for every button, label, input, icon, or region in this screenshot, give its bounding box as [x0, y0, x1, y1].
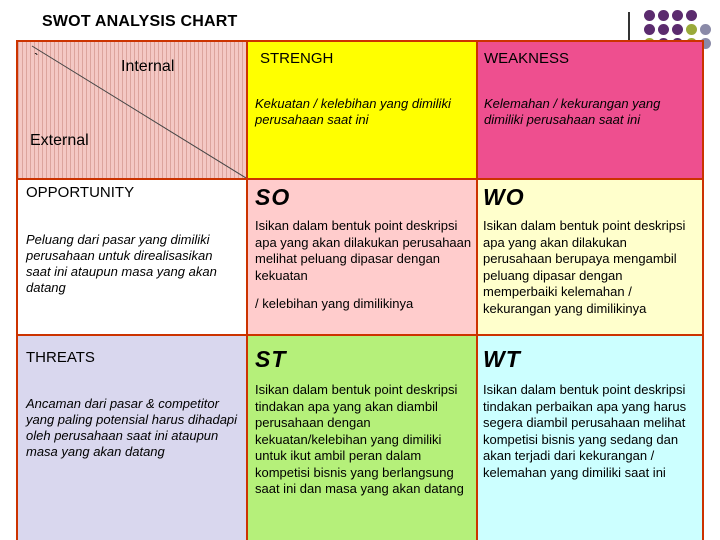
dot	[672, 10, 683, 21]
dot	[700, 24, 711, 35]
title-divider	[628, 12, 630, 42]
so-text-continued: / kelebihan yang dimilikinya	[255, 296, 414, 311]
opportunity-cell: OPPORTUNITY Peluang dari pasar yang dimi…	[18, 180, 246, 334]
dot	[686, 10, 697, 21]
st-label: ST	[255, 346, 287, 372]
weakness-header: WEAKNESS	[484, 50, 570, 67]
opportunity-description: Peluang dari pasar yang dimiliki perusah…	[26, 232, 217, 295]
dot	[700, 38, 711, 49]
threats-description: Ancaman dari pasar & competitor yang pal…	[26, 396, 238, 459]
opportunity-header: OPPORTUNITY	[26, 184, 135, 201]
wt-cell: WT Isikan dalam bentuk point deskripsi t…	[478, 336, 702, 540]
wt-text: Isikan dalam bentuk point deskripsi tind…	[483, 382, 687, 480]
wo-cell: WO Isikan dalam bentuk point deskripsi a…	[478, 180, 702, 334]
corner-tick: `	[34, 50, 39, 66]
so-text: Isikan dalam bentuk point deskripsi apa …	[255, 218, 472, 283]
threats-cell: THREATS Ancaman dari pasar & competitor …	[18, 336, 246, 540]
st-text: Isikan dalam bentuk point deskripsi tind…	[255, 382, 464, 496]
swot-grid: ` Internal External STRENGH Kekuatan / k…	[16, 40, 704, 540]
dot	[644, 24, 655, 35]
internal-label: Internal	[121, 58, 175, 75]
so-label: SO	[255, 184, 291, 210]
so-cell: SO Isikan dalam bentuk point deskripsi a…	[248, 180, 476, 334]
external-label: External	[30, 132, 89, 149]
dot	[672, 24, 683, 35]
dot	[644, 10, 655, 21]
weakness-cell: WEAKNESS Kelemahan / kekurangan yang dim…	[478, 42, 702, 178]
weakness-description: Kelemahan / kekurangan yang dimiliki per…	[484, 96, 661, 127]
st-cell: ST Isikan dalam bentuk point deskripsi t…	[248, 336, 476, 540]
wt-label: WT	[483, 346, 521, 372]
strength-cell: STRENGH Kekuatan / kelebihan yang dimili…	[248, 42, 476, 178]
corner-cell: ` Internal External	[18, 42, 246, 178]
strength-header: STRENGH	[260, 50, 334, 67]
wo-label: WO	[483, 184, 525, 210]
dot	[658, 24, 669, 35]
chart-title: SWOT ANALYSIS CHART	[42, 13, 238, 30]
threats-header: THREATS	[26, 349, 95, 366]
wo-text: Isikan dalam bentuk point deskripsi apa …	[483, 218, 686, 316]
strength-description: Kekuatan / kelebihan yang dimiliki perus…	[255, 96, 451, 127]
diagonal-line	[31, 45, 246, 178]
dot	[686, 24, 697, 35]
dot	[658, 10, 669, 21]
